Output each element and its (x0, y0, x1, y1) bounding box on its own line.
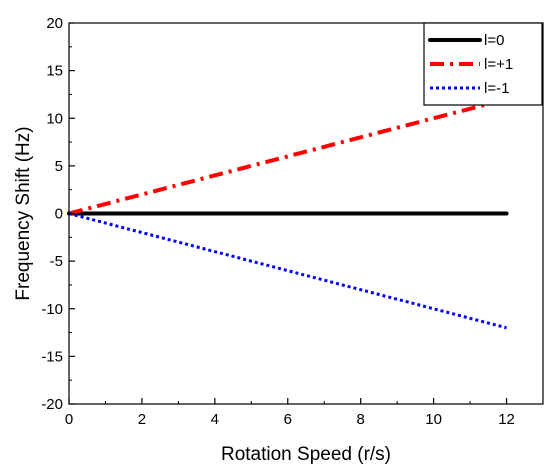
x-tick-label: 10 (425, 411, 442, 428)
series-line-2 (68, 97, 508, 216)
x-tick-label: 2 (138, 411, 146, 428)
x-tick-label: 12 (498, 411, 515, 428)
y-tick-label: -10 (41, 301, 63, 318)
legend: l=0 l=+1 l=-1 (423, 22, 543, 106)
y-tick-label: -15 (41, 348, 63, 365)
legend-label-3: l=-1 (484, 80, 509, 97)
y-tick-label: 5 (55, 158, 63, 175)
y-axis-title: Frequency Shift (Hz) (13, 126, 34, 300)
legend-label-1: l=0 (484, 32, 504, 49)
y-tick-label: 0 (55, 206, 63, 223)
x-tick-label: 4 (211, 411, 219, 428)
x-axis-title: Rotation Speed (r/s) (221, 444, 391, 465)
y-tick-label: 20 (46, 15, 63, 32)
y-tick-label: 15 (46, 63, 63, 80)
series-line-3 (68, 212, 507, 330)
y-tick-label: -20 (41, 396, 63, 413)
legend-label-2: l=+1 (484, 56, 513, 73)
x-tick-label: 6 (284, 411, 292, 428)
y-tick-label: 10 (46, 110, 63, 127)
axes: 0 2 4 6 8 10 12 -20 -15 -10 -5 0 5 10 15 20 (41, 15, 544, 428)
plot-area (67, 97, 509, 330)
x-tick-label: 8 (357, 411, 365, 428)
y-tick-label: -5 (50, 253, 63, 270)
x-tick-label: 0 (65, 411, 73, 428)
